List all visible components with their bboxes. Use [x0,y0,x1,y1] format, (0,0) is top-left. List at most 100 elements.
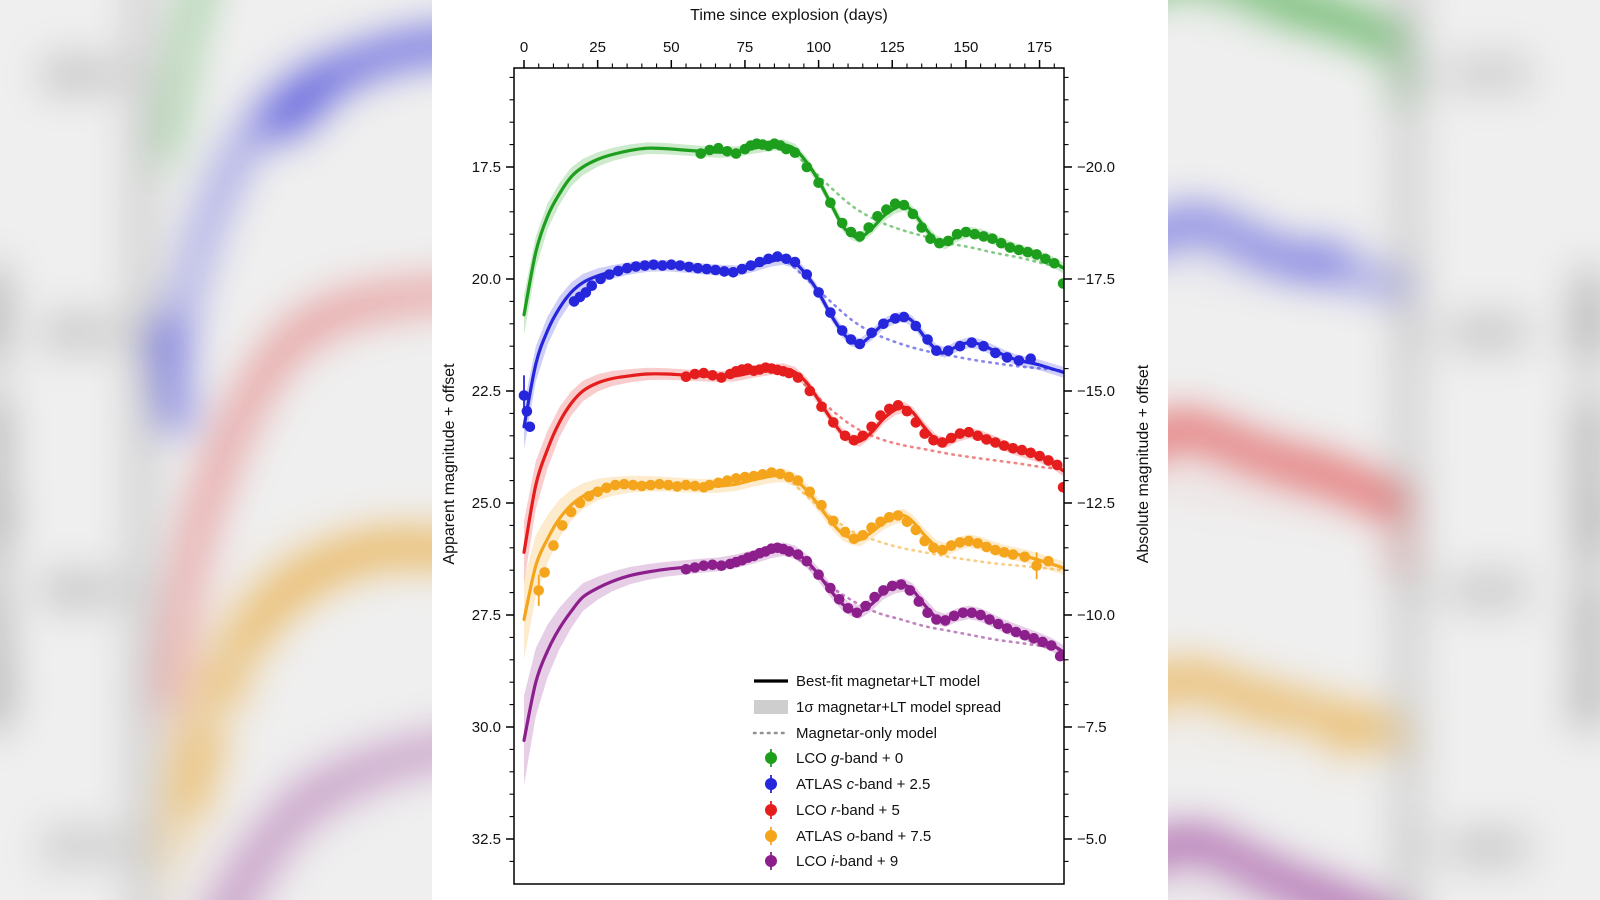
left-tick-label: 27.5 [45,829,112,867]
data-point [825,307,836,318]
data-point [601,482,612,494]
data-point [698,560,709,571]
data-point [674,260,686,271]
data-point [813,287,824,298]
data-point [836,325,848,336]
data-point [1298,456,1323,481]
data-point [780,143,792,155]
right-axis-title: Absolute magnitude + offset [1135,364,1152,563]
data-point [996,237,1007,249]
data-point [1284,874,1309,899]
legend-series-label: ATLAS c-band + 2.5 [796,776,930,793]
data-point [875,516,886,528]
data-point [942,235,954,247]
data-point [889,313,901,324]
right-tick-label: −15.0 [1437,314,1524,352]
data-point [654,478,665,490]
series-g [161,0,1408,204]
data-point [916,222,927,233]
data-point [828,515,839,527]
data-point [745,260,757,271]
data-point [934,237,945,249]
data-point [775,468,786,480]
data-point [630,261,642,272]
axes: 0 25 50 75 100 125 150 175 Time since explosion … [441,7,1152,885]
data-point [680,371,692,383]
data-point [1264,866,1289,891]
data-point [1318,462,1343,487]
right-tick-label: −20.0 [1077,159,1115,176]
data-point [261,598,286,623]
data-point [990,544,1001,556]
series-r [522,362,1064,584]
data-point [984,614,995,625]
data-point [683,261,695,273]
data-point [1007,443,1019,454]
data-point [1025,353,1036,365]
data-point [851,607,863,619]
data-point [663,479,674,491]
data-point [857,430,869,442]
left-axis-title: Apparent magnitude + offset [0,269,12,732]
data-point [1379,490,1404,515]
data-point [349,52,374,77]
data-point [919,535,930,547]
data-point [839,526,851,538]
data-point [1216,678,1242,704]
data-point [1257,691,1282,716]
data-point [783,471,795,483]
data-point [716,372,727,383]
data-point [1162,830,1188,855]
legend-marker-g [765,752,777,764]
data-point [860,600,871,612]
data-point [1338,469,1364,494]
right-tick-label: −5.0 [1077,831,1107,848]
data-point [524,421,536,433]
data-points-i [680,542,1064,662]
data-point [948,610,960,622]
legend-marker-o [765,830,777,842]
data-point [825,582,836,594]
data-point [533,585,544,596]
data-point [1331,5,1357,31]
data-point [716,560,727,571]
data-point [613,265,624,277]
data-point [1176,414,1201,440]
data-point [595,273,606,285]
data-point [200,737,225,762]
top-tick-label: 75 [737,39,754,56]
magnetar-only-curve-r [522,366,1064,554]
data-point [907,208,919,220]
data-point [645,479,656,491]
data-point [730,473,742,484]
data-point [1049,258,1060,269]
data-point [931,345,942,357]
data-point [878,318,889,330]
data-point [1223,845,1249,871]
data-point [410,33,435,59]
data-point [159,366,185,391]
plot-frame [140,0,1409,900]
model-spread-band-r [524,363,1064,584]
data-point [990,347,1001,359]
data-point [1007,549,1019,560]
right-tick-label: −17.5 [1437,56,1524,94]
left-tick-label: 27.5 [472,607,501,624]
data-point [772,251,783,262]
data-point [954,428,966,439]
right-tick-label: −10.0 [1437,829,1524,867]
data-point [1046,640,1057,651]
data-point [766,467,777,478]
data-point [937,437,948,448]
data-point [972,538,983,549]
data-point [857,530,869,541]
data-point [713,477,724,489]
data-point [978,340,989,352]
data-point [548,540,559,551]
data-point [898,199,910,211]
right-tick-label: −17.5 [1077,271,1115,288]
data-point [1271,0,1296,15]
data-point [680,564,692,575]
right-tick-label: −12.5 [1077,495,1115,512]
data-point [1057,482,1064,493]
